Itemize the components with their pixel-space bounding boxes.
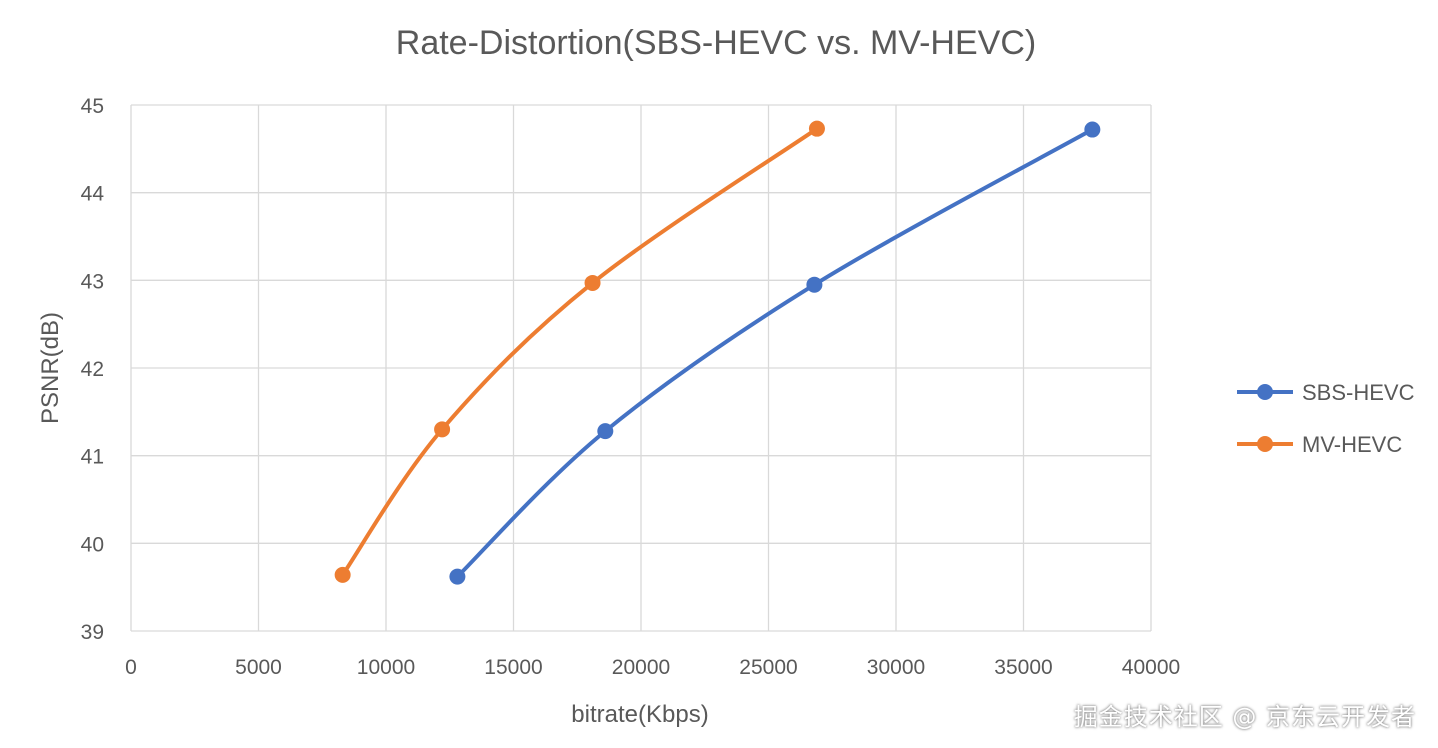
x-tick-label: 15000	[484, 656, 542, 679]
x-tick-label: 0	[125, 656, 137, 679]
y-tick-label: 39	[81, 621, 104, 644]
grid-lines	[131, 104, 1152, 631]
data-point-sbs-hevc	[449, 568, 466, 585]
legend-swatch-marker	[1257, 384, 1273, 400]
y-axis-title: PSNR(dB)	[37, 312, 64, 424]
x-axis-title: bitrate(Kbps)	[571, 701, 708, 728]
y-tick-label: 43	[81, 270, 104, 293]
data-point-mv-hevc	[808, 120, 825, 137]
legend-item-mv-hevc: MV-HEVC	[1237, 432, 1402, 457]
y-tick-label: 45	[81, 95, 104, 118]
x-tick-label: 30000	[867, 656, 925, 679]
data-point-mv-hevc	[334, 566, 351, 583]
series-sbs-hevc	[449, 121, 1101, 585]
x-tick-label: 10000	[357, 656, 415, 679]
data-point-sbs-hevc	[597, 423, 614, 440]
series-mv-hevc	[334, 120, 825, 583]
x-tick-label: 35000	[994, 656, 1052, 679]
legend-item-sbs-hevc: SBS-HEVC	[1237, 380, 1415, 405]
legend-label: SBS-HEVC	[1302, 380, 1415, 405]
y-tick-label: 40	[81, 533, 104, 556]
x-tick-label: 25000	[739, 656, 797, 679]
watermark: 掘金技术社区 @ 京东云开发者	[1073, 703, 1416, 731]
y-tick-label: 42	[81, 358, 104, 381]
chart-title: Rate-Distortion(SBS-HEVC vs. MV-HEVC)	[396, 24, 1036, 62]
x-axis-ticks: 0 5000 10000 15000 20000 25000 30000 35000 40000	[125, 656, 1180, 679]
axes	[130, 105, 1151, 632]
series-line-sbs-hevc	[455, 127, 1095, 579]
y-tick-label: 44	[81, 183, 105, 206]
data-point-mv-hevc	[434, 421, 451, 438]
legend-swatch-marker	[1257, 436, 1273, 452]
data-series	[334, 120, 1101, 585]
legend-label: MV-HEVC	[1302, 432, 1402, 457]
series-line-mv-hevc	[340, 126, 819, 577]
data-point-mv-hevc	[584, 274, 601, 291]
data-point-sbs-hevc	[806, 276, 823, 293]
data-point-sbs-hevc	[1084, 121, 1101, 138]
x-tick-label: 40000	[1122, 656, 1180, 679]
y-axis-ticks: 39 40 41 42 43 44 45	[81, 95, 105, 644]
x-tick-label: 5000	[235, 656, 282, 679]
x-tick-label: 20000	[612, 656, 670, 679]
legend: SBS-HEVC MV-HEVC	[1237, 380, 1415, 457]
y-tick-label: 41	[81, 446, 104, 469]
